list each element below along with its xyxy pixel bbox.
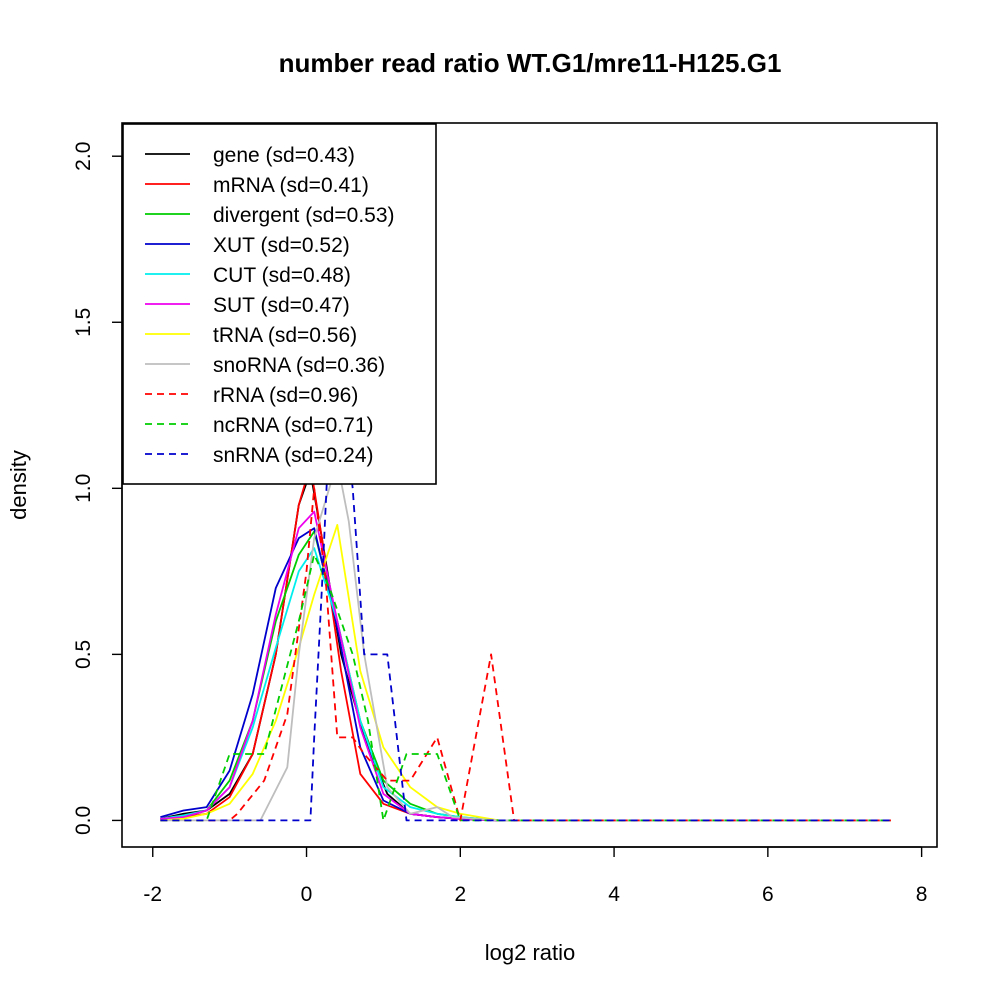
legend-label-XUT: XUT (sd=0.52): [213, 234, 350, 257]
series-line-tRNA: [160, 524, 891, 822]
x-tick-label: -2: [143, 883, 162, 906]
legend-label-tRNA: tRNA (sd=0.56): [213, 324, 357, 347]
series-line-snRNA: [160, 420, 891, 822]
y-axis-label: density: [6, 450, 31, 520]
legend-label-rRNA: rRNA (sd=0.96): [213, 384, 358, 407]
x-axis-label: log2 ratio: [485, 940, 576, 965]
y-tick-label: 1.0: [72, 474, 95, 503]
series-line-SUT: [160, 510, 891, 822]
series-line-snoRNA: [160, 460, 891, 822]
legend-label-mRNA: mRNA (sd=0.41): [213, 174, 369, 197]
y-tick-label: 0.0: [72, 806, 95, 835]
y-tick-label: 1.5: [72, 308, 95, 337]
x-tick-label: 2: [454, 883, 466, 906]
series-layer: [160, 420, 891, 822]
series-group: [160, 420, 891, 822]
legend-label-snRNA: snRNA (sd=0.24): [213, 444, 374, 467]
x-tick-label: 6: [762, 883, 774, 906]
y-tick-label: 2.0: [72, 142, 95, 171]
legend-label-snoRNA: snoRNA (sd=0.36): [213, 354, 385, 377]
x-tick-label: 4: [608, 883, 620, 906]
x-tick-label: 0: [301, 883, 313, 906]
legend-label-ncRNA: ncRNA (sd=0.71): [213, 414, 374, 437]
series-line-rRNA: [160, 487, 891, 822]
legend: gene (sd=0.43) mRNA (sd=0.41) divergent (s…: [122, 123, 437, 485]
legend-label-divergent: divergent (sd=0.53): [213, 204, 395, 227]
chart-title: number read ratio WT.G1/mre11-H125.G1: [279, 48, 782, 78]
series-line-ncRNA: [160, 553, 891, 822]
plot-area-frame: [121, 122, 938, 848]
legend-label-SUT: SUT (sd=0.47): [213, 294, 350, 317]
legend-label-CUT: CUT (sd=0.48): [213, 264, 351, 287]
legend-label-gene: gene (sd=0.43): [213, 144, 355, 167]
y-tick-label: 0.5: [72, 640, 95, 669]
x-tick-label: 8: [916, 883, 928, 906]
